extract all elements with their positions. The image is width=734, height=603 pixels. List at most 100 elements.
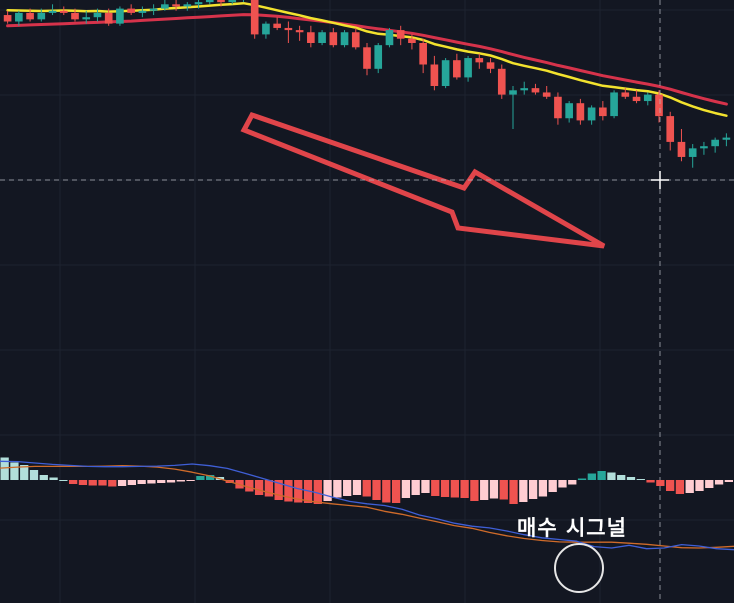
macd-histogram-bar <box>313 480 322 504</box>
macd-histogram-bar <box>685 480 694 493</box>
candle-body[interactable] <box>93 12 102 18</box>
candle-body[interactable] <box>599 107 607 117</box>
macd-histogram-bar <box>49 477 58 480</box>
candle-body[interactable] <box>172 4 180 7</box>
candle-body[interactable] <box>430 64 439 87</box>
candle-body[interactable] <box>396 30 405 39</box>
candle-body[interactable] <box>351 32 360 48</box>
macd-histogram-bar <box>127 480 137 485</box>
candle-body[interactable] <box>183 4 192 7</box>
buy-signal-circle-marker <box>554 543 604 593</box>
candle-body[interactable] <box>464 58 472 78</box>
candle-body[interactable] <box>643 94 652 102</box>
candle-body[interactable] <box>228 0 237 3</box>
candle-body[interactable] <box>486 62 495 69</box>
macd-histogram-bar <box>372 480 381 500</box>
macd-histogram-bar <box>382 480 391 503</box>
candle-body[interactable] <box>340 32 349 46</box>
candle-body[interactable] <box>700 146 708 149</box>
candle-body[interactable] <box>565 103 573 119</box>
macd-histogram-bar <box>0 457 9 480</box>
candle-body[interactable] <box>307 32 315 43</box>
candle-body[interactable] <box>587 107 596 121</box>
candle-body[interactable] <box>217 0 225 3</box>
candle-body[interactable] <box>15 12 23 22</box>
candle-body[interactable] <box>318 32 326 43</box>
candle-body[interactable] <box>419 43 427 65</box>
macd-histogram-bar <box>626 477 636 480</box>
macd-histogram-bar <box>166 480 176 483</box>
candle-body[interactable] <box>37 12 46 20</box>
macd-histogram-bar <box>480 480 489 500</box>
candle-body[interactable] <box>475 58 484 63</box>
macd-histogram-bar <box>362 480 371 497</box>
candle-body[interactable] <box>441 60 450 86</box>
candle-body[interactable] <box>453 60 461 78</box>
candle-body[interactable] <box>48 10 57 13</box>
candle-body[interactable] <box>194 2 203 5</box>
macd-histogram-bar <box>440 480 450 497</box>
candle-body[interactable] <box>531 88 540 93</box>
candle-body[interactable] <box>688 148 697 157</box>
macd-histogram-bar <box>548 480 557 492</box>
macd-histogram-bar <box>294 480 303 503</box>
candle-body[interactable] <box>497 68 506 95</box>
macd-histogram-bar <box>323 480 332 501</box>
macd-histogram-bar <box>489 480 499 499</box>
candle-body[interactable] <box>677 141 686 157</box>
candle-body[interactable] <box>262 23 270 35</box>
candle-body[interactable] <box>116 8 124 24</box>
candle-body[interactable] <box>554 96 562 119</box>
macd-histogram-bar <box>695 480 704 491</box>
candle-body[interactable] <box>520 88 529 91</box>
macd-histogram-bar <box>196 476 205 480</box>
candle-body[interactable] <box>104 12 113 24</box>
candle-body[interactable] <box>385 30 394 46</box>
macd-histogram-bar <box>274 480 283 500</box>
candle-body[interactable] <box>295 30 304 33</box>
candle-body[interactable] <box>127 8 135 13</box>
candle-body[interactable] <box>374 45 383 69</box>
candle-body[interactable] <box>666 116 675 142</box>
macd-histogram-bar <box>607 472 616 480</box>
macd-histogram-bar <box>528 480 538 499</box>
macd-histogram-bar <box>137 480 146 484</box>
macd-histogram-bar <box>88 480 97 486</box>
candle-body[interactable] <box>3 15 12 22</box>
candle-body[interactable] <box>576 103 585 121</box>
candle-body[interactable] <box>82 17 91 20</box>
candle-body[interactable] <box>59 10 68 13</box>
candle-body[interactable] <box>408 38 416 43</box>
slow-moving-average-line <box>6 13 728 106</box>
candle-body[interactable] <box>71 12 79 20</box>
macd-histogram-bar <box>157 480 166 483</box>
candle-body[interactable] <box>273 23 281 28</box>
macd-histogram-bar <box>597 471 606 480</box>
candle-body[interactable] <box>711 139 719 147</box>
candle-body[interactable] <box>205 0 214 3</box>
candle-body[interactable] <box>722 137 731 140</box>
candle-body[interactable] <box>250 0 259 35</box>
candle-body[interactable] <box>542 92 551 97</box>
candle-body[interactable] <box>363 47 371 69</box>
candle-body[interactable] <box>138 10 147 13</box>
down-trend-arrow-icon <box>240 111 606 249</box>
macd-histogram-bar <box>147 480 156 484</box>
candle-body[interactable] <box>149 8 158 11</box>
macd-histogram-bar <box>20 465 29 480</box>
macd-histogram-bar <box>411 480 420 495</box>
candle-body[interactable] <box>610 92 618 117</box>
candle-body[interactable] <box>284 27 293 31</box>
candle-body[interactable] <box>621 92 630 97</box>
macd-histogram-bar <box>538 480 548 497</box>
candle-body[interactable] <box>509 90 517 95</box>
macd-histogram-bar <box>333 480 342 498</box>
candle-body[interactable] <box>632 96 641 102</box>
macd-histogram-bar <box>176 480 185 482</box>
candle-body[interactable] <box>655 94 663 117</box>
candle-body[interactable] <box>329 32 338 46</box>
candle-body[interactable] <box>26 12 34 20</box>
candle-body[interactable] <box>161 4 169 9</box>
